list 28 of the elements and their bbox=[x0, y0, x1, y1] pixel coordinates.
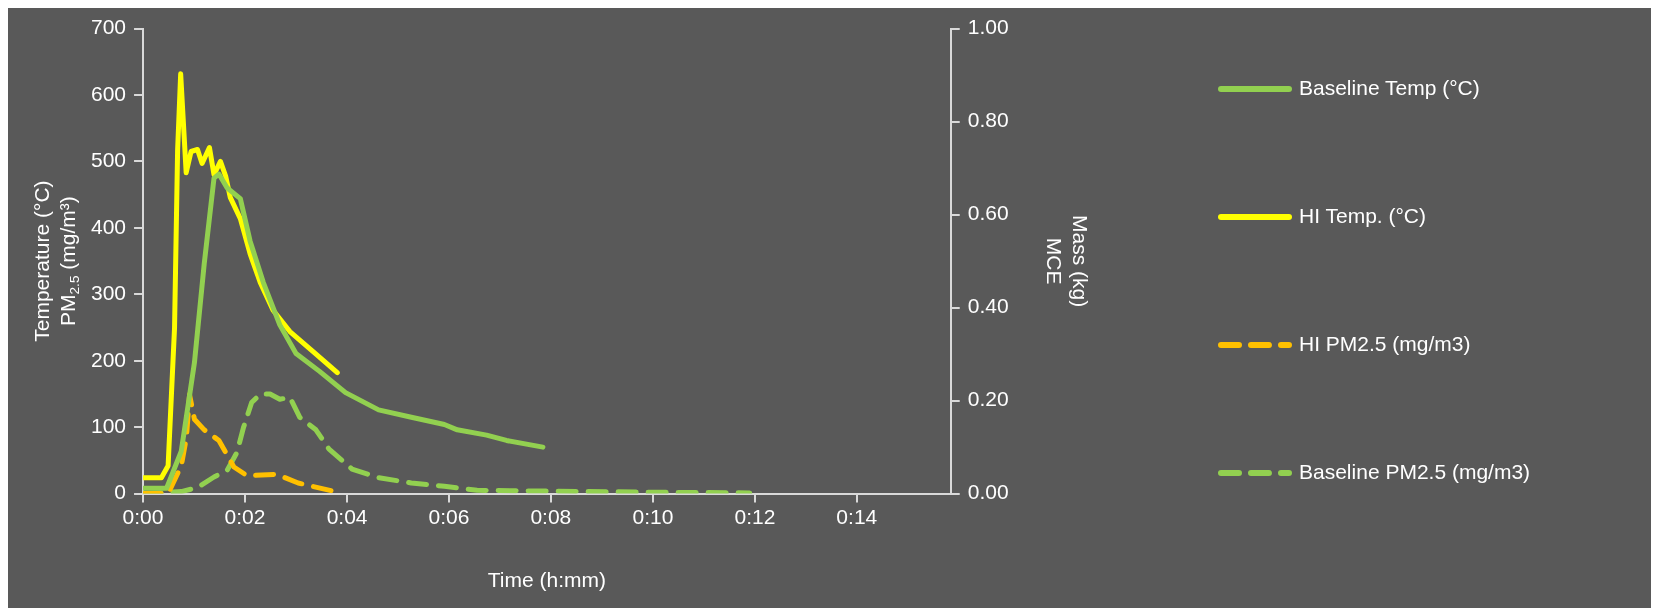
x-tick-label: 0:10 bbox=[632, 505, 674, 528]
y-tick-label: 700 bbox=[90, 15, 127, 39]
x-tick-label: 0:12 bbox=[734, 505, 776, 528]
y2-tick-label: 0.60 bbox=[967, 201, 1009, 225]
y-tick-label: 100 bbox=[90, 413, 127, 437]
x-tick-label: 0:14 bbox=[836, 505, 878, 528]
y2-tick-label: 0.20 bbox=[967, 387, 1009, 411]
x-tick-label: 0:08 bbox=[530, 505, 572, 528]
legend-label: Baseline Temp (°C) bbox=[1299, 75, 1480, 99]
x-tick-label: 0:04 bbox=[326, 505, 368, 528]
y-tick-label: 400 bbox=[90, 214, 127, 238]
y2-tick-label: 0.40 bbox=[967, 294, 1009, 318]
y2-axis-title: Mass (kg) MCE bbox=[1043, 215, 1092, 308]
y2-tick-label: 1.00 bbox=[967, 15, 1009, 39]
x-tick-label: 0:00 bbox=[122, 505, 164, 528]
x-tick-label: 0:06 bbox=[428, 505, 470, 528]
x-tick-label: 0:02 bbox=[224, 505, 266, 528]
y-tick-label: 0 bbox=[114, 480, 127, 504]
legend-label: HI Temp. (°C) bbox=[1299, 203, 1427, 227]
y-tick-label: 600 bbox=[90, 81, 127, 105]
y2-tick-label: 0.80 bbox=[967, 108, 1009, 132]
y2-tick-label: 0.00 bbox=[967, 480, 1009, 504]
y-tick-label: 300 bbox=[90, 281, 127, 305]
y-tick-label: 500 bbox=[90, 148, 127, 172]
legend-label: HI PM2.5 (mg/m3) bbox=[1299, 331, 1471, 355]
x-axis-title: Time (h:mm) bbox=[487, 568, 606, 592]
legend-label: Baseline PM2.5 (mg/m3) bbox=[1299, 459, 1531, 483]
y-tick-label: 200 bbox=[90, 347, 127, 371]
